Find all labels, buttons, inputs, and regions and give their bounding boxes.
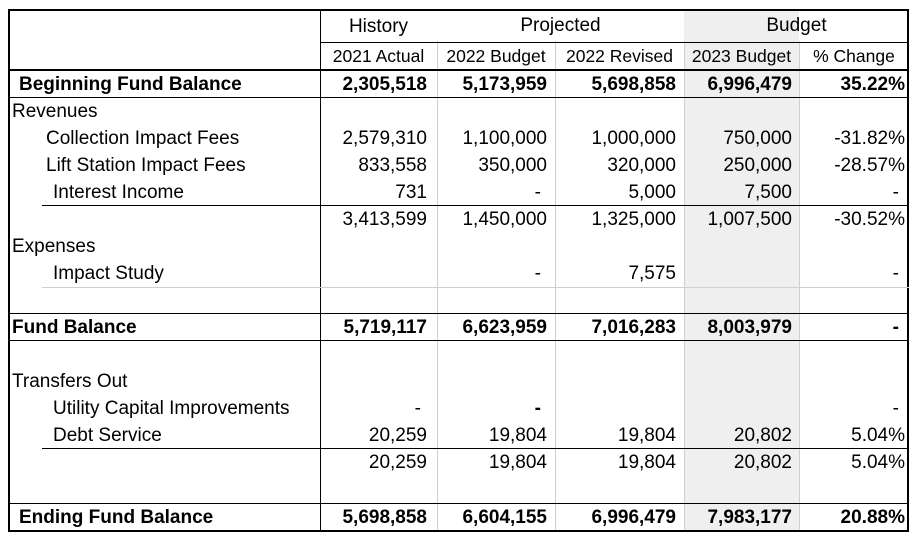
cell-value: 5,173,959	[462, 74, 547, 95]
cell-value: 5.04%	[851, 452, 905, 473]
cell-value	[684, 260, 792, 287]
cell-value: -	[892, 182, 899, 203]
row-label-utility-capital-improvements: Utility Capital Improvements	[53, 398, 290, 419]
cell-value: -	[534, 398, 541, 419]
cell-value: 19,804	[617, 425, 676, 446]
row-label-beginning-fund-balance: Beginning Fund Balance	[19, 74, 242, 95]
cell-value: 731	[395, 182, 427, 203]
cell-value: -	[892, 317, 899, 338]
cell-value	[320, 260, 427, 287]
column-divider	[684, 41, 685, 530]
cell-value: 19,804	[488, 452, 547, 473]
column-header: 2022 Budget	[446, 46, 546, 66]
column-divider	[320, 11, 321, 530]
row-divider	[42, 205, 909, 206]
cell-value: 5.04%	[851, 425, 905, 446]
cell-value: 5,000	[628, 182, 676, 203]
cell-value: 20.88%	[840, 507, 905, 528]
cell-value: 3,413,599	[342, 209, 427, 230]
cell-value: 5,698,858	[342, 507, 427, 528]
column-header: % Change	[813, 46, 895, 66]
cell-value: 8,003,979	[707, 317, 792, 338]
cell-value: 2,579,310	[342, 128, 427, 149]
row-label-ending-fund-balance: Ending Fund Balance	[19, 507, 214, 528]
cell-value: 20,259	[368, 452, 427, 473]
row-label-collection-impact-fees: Collection Impact Fees	[46, 128, 240, 149]
cell-value: 7,500	[744, 182, 792, 203]
row-label-impact-study: Impact Study	[53, 263, 164, 284]
cell-value: 1,450,000	[462, 209, 547, 230]
cell-value: 7,575	[628, 263, 676, 284]
cell-value: 6,604,155	[462, 507, 547, 528]
column-divider	[437, 41, 438, 530]
group-header-projected: Projected	[520, 15, 601, 36]
cell-value	[555, 395, 676, 422]
cell-value: -	[534, 182, 541, 203]
group-header-history: History	[348, 16, 409, 37]
cell-value: -	[534, 263, 541, 284]
cell-value: 6,623,959	[462, 317, 547, 338]
section-label-transfers-out: Transfers Out	[12, 371, 128, 392]
row-divider	[10, 313, 909, 314]
header-bottom-line	[10, 69, 909, 71]
cell-value: 20,259	[368, 425, 427, 446]
cell-value: 5,719,117	[343, 317, 427, 338]
cell-value: 1,325,000	[591, 209, 676, 230]
section-label-expenses: Expenses	[12, 236, 96, 257]
column-divider	[555, 41, 556, 530]
row-divider	[42, 287, 909, 288]
cell-value: 750,000	[723, 128, 792, 149]
cell-value: -31.82%	[834, 128, 905, 149]
cell-value: 7,983,177	[707, 507, 792, 528]
cell-value: -28.57%	[834, 155, 905, 176]
cell-value: 320,000	[607, 155, 676, 176]
row-divider	[10, 97, 909, 98]
cell-value: 19,804	[488, 425, 547, 446]
cell-value	[684, 395, 792, 422]
column-divider	[799, 41, 800, 530]
cell-value: 6,996,479	[591, 507, 676, 528]
column-header: 2022 Revised	[565, 46, 674, 66]
cell-value: -30.52%	[834, 209, 905, 230]
row-divider	[10, 340, 909, 341]
row-divider	[10, 503, 909, 504]
group-header-budget: Budget	[766, 15, 827, 36]
row-label-interest-income: Interest Income	[53, 182, 184, 203]
cell-value: 2,305,518	[342, 74, 427, 95]
cell-value: -	[892, 263, 899, 284]
cell-value: 350,000	[478, 155, 547, 176]
row-label-debt-service: Debt Service	[53, 425, 162, 446]
cell-value: 7,016,283	[591, 317, 676, 338]
cell-value: 5,698,858	[591, 74, 676, 95]
row-divider	[42, 448, 909, 449]
cell-value: 19,804	[617, 452, 676, 473]
cell-value: 35.22%	[840, 74, 905, 95]
cell-value: 20,802	[733, 452, 792, 473]
cell-value: 1,007,500	[707, 209, 792, 230]
column-header: 2021 Actual	[332, 46, 425, 66]
cell-value: 1,000,000	[591, 128, 676, 149]
section-label-revenues: Revenues	[12, 101, 98, 122]
cell-value: 250,000	[723, 155, 792, 176]
cell-value: 833,558	[358, 155, 427, 176]
cell-value: -	[414, 398, 421, 419]
cell-value: 1,100,000	[462, 128, 547, 149]
column-header: 2023 Budget	[691, 46, 792, 66]
header-divider	[320, 42, 909, 43]
cell-value: -	[892, 398, 899, 419]
row-label-fund-balance: Fund Balance	[12, 317, 137, 338]
cell-value: 6,996,479	[707, 74, 792, 95]
row-label-lift-station-impact-fees: Lift Station Impact Fees	[46, 155, 246, 176]
cell-value: 20,802	[733, 425, 792, 446]
